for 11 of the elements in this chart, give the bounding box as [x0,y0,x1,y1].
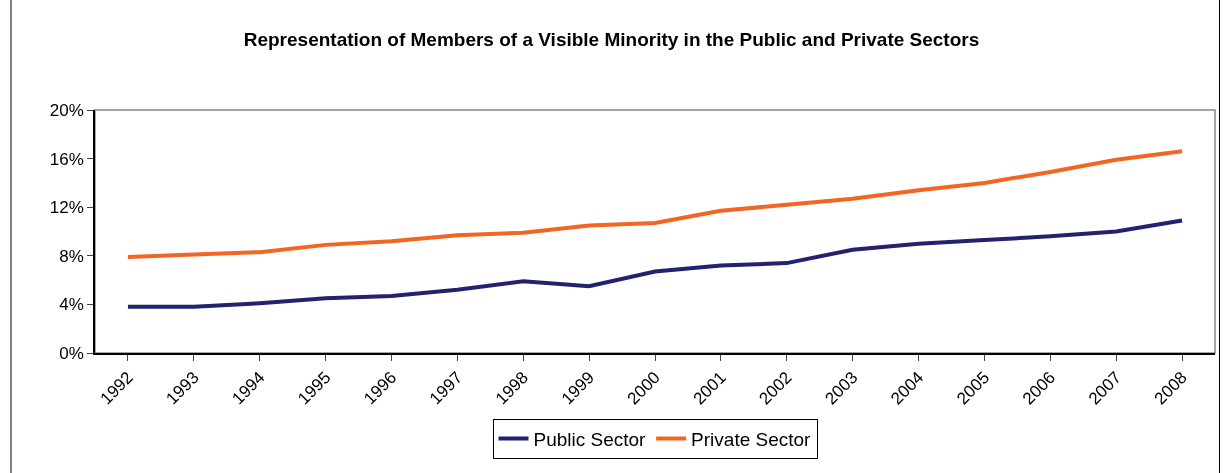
y-tick-label: 12% [49,198,84,218]
y-tick-label: 16% [49,149,84,169]
y-tick-label: 4% [59,295,84,315]
legend-label: Private Sector [691,428,812,450]
chart-title: Representation of Members of a Visible Minority in the Public and Private Sectors [243,29,980,51]
y-tick-label: 8% [59,246,84,266]
y-tick-label: 20% [49,100,84,120]
line-series [125,149,1185,260]
y-tick-label: 0% [59,343,84,363]
legend-label: Public Sector [533,428,647,450]
line-series [125,218,1185,309]
